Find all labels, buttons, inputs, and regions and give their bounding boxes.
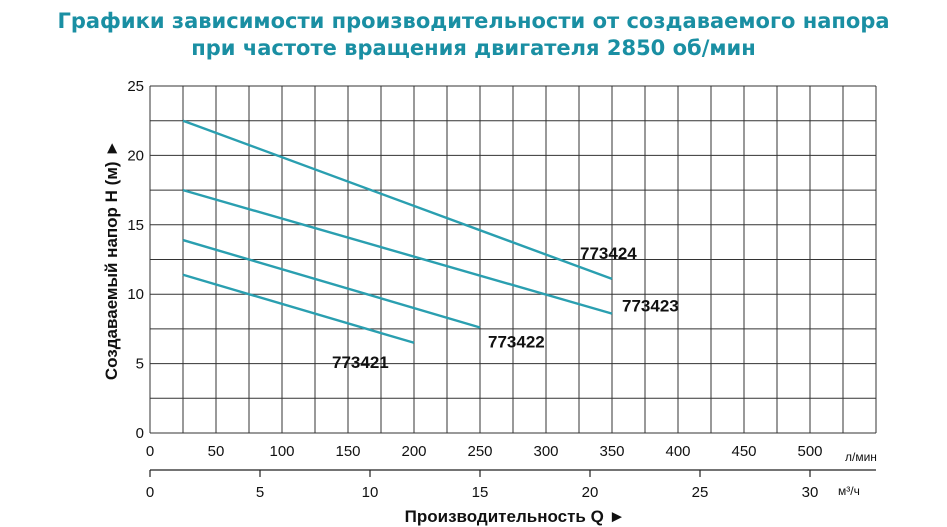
x-tick-label: 100 (269, 443, 294, 460)
series-label-773421: 773421 (332, 353, 389, 372)
x-tick-label: 450 (731, 443, 756, 460)
series-line-773422 (182, 238, 481, 329)
y-tick-label: 10 (127, 286, 144, 303)
x-unit-secondary: м³/ч (838, 484, 860, 498)
x2-tick-label: 5 (256, 484, 264, 501)
x-tick-label: 200 (401, 443, 426, 460)
x-tick-label: 50 (208, 443, 225, 460)
y-axis-label: Создаваемый напор H (м) ► (102, 140, 121, 380)
x-tick-label: 500 (797, 443, 822, 460)
x-tick-label: 0 (146, 443, 154, 460)
x2-tick-label: 15 (472, 484, 489, 501)
series-label-773423: 773423 (622, 297, 679, 316)
series-lines (182, 119, 613, 344)
series-line-773421 (182, 273, 415, 344)
x-tick-label: 400 (665, 443, 690, 460)
series-labels: 773421 773422 773423 773424 (332, 244, 679, 372)
series-line-773423 (182, 188, 613, 315)
x2-tick-label: 0 (146, 484, 154, 501)
chart-title-line1: Графики зависимости производительности о… (57, 9, 890, 33)
x2-tick-label: 30 (802, 484, 819, 501)
series-label-773424: 773424 (580, 244, 637, 263)
x2-tick-label: 10 (362, 484, 379, 501)
chart-title-line2: при частоте вращения двигателя 2850 об/м… (191, 36, 756, 60)
x-tick-label: 350 (599, 443, 624, 460)
x-unit-primary: л/мин (845, 450, 877, 464)
x2-tick-label: 20 (582, 484, 599, 501)
x-tick-label: 300 (533, 443, 558, 460)
x-tick-label: 250 (467, 443, 492, 460)
y-tick-label: 25 (127, 78, 144, 95)
x2-tick-label: 25 (692, 484, 709, 501)
y-tick-label: 0 (136, 425, 144, 442)
y-tick-label: 15 (127, 217, 144, 234)
y-tick-label: 5 (136, 356, 144, 373)
chart-title: Графики зависимости производительности о… (0, 8, 947, 62)
x-axis-label: Производительность Q ► (405, 507, 626, 526)
grid (149, 85, 877, 434)
series-line-773424 (182, 119, 613, 281)
y-tick-label: 20 (127, 147, 144, 164)
series-label-773422: 773422 (488, 333, 545, 352)
x-tick-label: 150 (335, 443, 360, 460)
